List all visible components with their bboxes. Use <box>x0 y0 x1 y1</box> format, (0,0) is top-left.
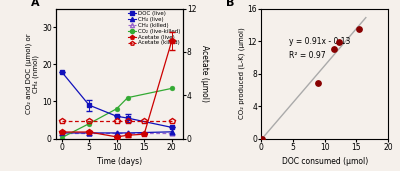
Text: A: A <box>31 0 39 8</box>
Point <box>331 48 337 51</box>
Point <box>356 28 363 30</box>
Text: B: B <box>226 0 234 8</box>
X-axis label: Time (days): Time (days) <box>97 157 142 166</box>
Y-axis label: CO₂ produced (L-K) (μmol): CO₂ produced (L-K) (μmol) <box>238 28 245 119</box>
Y-axis label: CO₂ and DOC (μmol) or
CH₄ (nmol): CO₂ and DOC (μmol) or CH₄ (nmol) <box>25 33 39 114</box>
Text: R² = 0.97: R² = 0.97 <box>289 51 326 60</box>
Text: y = 0.91x - 0.13: y = 0.91x - 0.13 <box>289 37 350 46</box>
Y-axis label: Acetate (μmol): Acetate (μmol) <box>200 45 209 102</box>
Point <box>315 82 322 85</box>
X-axis label: DOC consumed (μmol): DOC consumed (μmol) <box>282 157 368 166</box>
Point <box>335 41 342 43</box>
Point <box>259 137 265 140</box>
Legend: DOC (live), CH₄ (live), CH₄ (killed), CO₂ (live-killed), Acetate (live), Acetate: DOC (live), CH₄ (live), CH₄ (killed), CO… <box>128 11 180 45</box>
